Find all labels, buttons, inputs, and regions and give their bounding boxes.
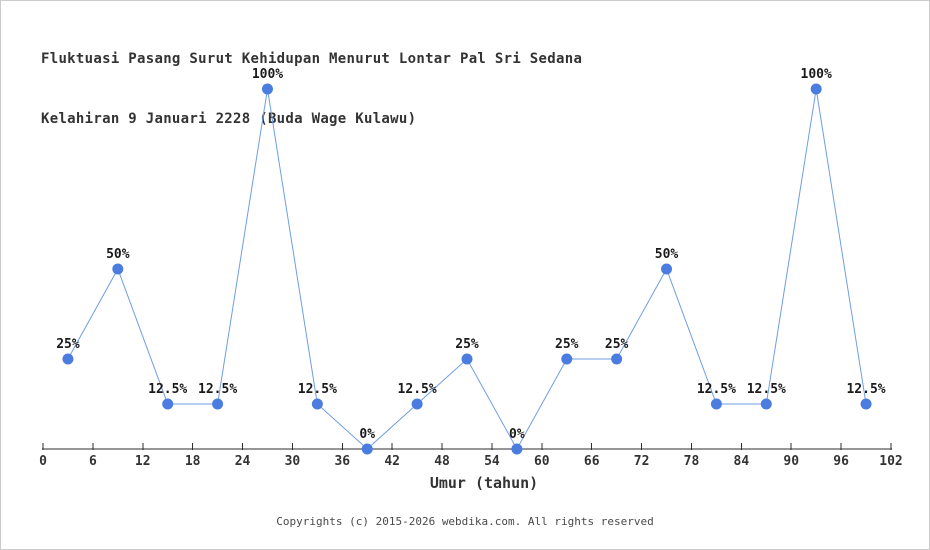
x-axis-tick-label: 48 — [434, 454, 450, 469]
chart-title-line-1: Fluktuasi Pasang Surut Kehidupan Menurut… — [41, 51, 583, 67]
data-point-marker — [810, 83, 822, 95]
data-point-marker — [212, 398, 224, 410]
data-point-marker — [162, 398, 174, 410]
chart-title: Fluktuasi Pasang Surut Kehidupan Menurut… — [41, 9, 582, 169]
x-axis-tick-label: 78 — [684, 454, 700, 469]
data-point-label: 25% — [605, 337, 629, 352]
chart-title-line-2: Kelahiran 9 Januari 2228 (Buda Wage Kula… — [41, 111, 417, 127]
copyright-text: Copyrights (c) 2015-2026 webdika.com. Al… — [276, 515, 654, 528]
x-axis-tick-label: 60 — [534, 454, 550, 469]
data-point-label: 100% — [801, 67, 832, 82]
data-point-marker — [710, 398, 722, 410]
data-point-label: 12.5% — [398, 382, 437, 397]
x-axis-tick-label: 36 — [334, 454, 350, 469]
data-point-marker — [461, 353, 473, 365]
x-axis-tick-label: 42 — [384, 454, 400, 469]
data-point-marker — [611, 353, 623, 365]
data-point-label: 12.5% — [846, 382, 885, 397]
data-point-marker — [511, 443, 523, 455]
data-point-label: 12.5% — [298, 382, 337, 397]
data-point-marker — [311, 398, 323, 410]
data-point-label: 0% — [509, 427, 525, 442]
x-axis-tick-label: 72 — [634, 454, 650, 469]
data-point-label: 25% — [555, 337, 579, 352]
x-axis-tick-label: 12 — [135, 454, 151, 469]
x-axis-tick-label: 30 — [285, 454, 301, 469]
x-axis-tick-label: 18 — [185, 454, 201, 469]
x-axis-tick-label: 0 — [39, 454, 47, 469]
data-point-marker — [661, 263, 673, 275]
x-axis-tick-label: 102 — [879, 454, 902, 469]
x-axis-tick-label: 66 — [584, 454, 600, 469]
x-axis-tick-label: 84 — [734, 454, 750, 469]
data-point-marker — [112, 263, 124, 275]
data-point-label: 12.5% — [198, 382, 237, 397]
data-point-label: 12.5% — [697, 382, 736, 397]
x-axis-tick-label: 24 — [235, 454, 251, 469]
data-point-marker — [760, 398, 772, 410]
data-point-label: 100% — [252, 67, 283, 82]
data-point-marker — [261, 83, 273, 95]
data-point-label: 12.5% — [747, 382, 786, 397]
data-point-label: 0% — [359, 427, 375, 442]
x-axis-tick-label: 6 — [89, 454, 97, 469]
data-point-label: 50% — [106, 247, 130, 262]
x-axis-tick-label: 54 — [484, 454, 500, 469]
data-point-marker — [411, 398, 423, 410]
data-point-label: 12.5% — [148, 382, 187, 397]
data-point-marker — [361, 443, 373, 455]
x-axis-tick-label: 96 — [833, 454, 849, 469]
data-point-marker — [860, 398, 872, 410]
x-axis-tick-label: 90 — [783, 454, 799, 469]
data-point-marker — [561, 353, 573, 365]
data-point-marker — [62, 353, 74, 365]
data-point-label: 25% — [455, 337, 479, 352]
data-point-label: 50% — [655, 247, 679, 262]
x-axis-label: Umur (tahun) — [429, 474, 539, 492]
data-point-label: 25% — [56, 337, 80, 352]
